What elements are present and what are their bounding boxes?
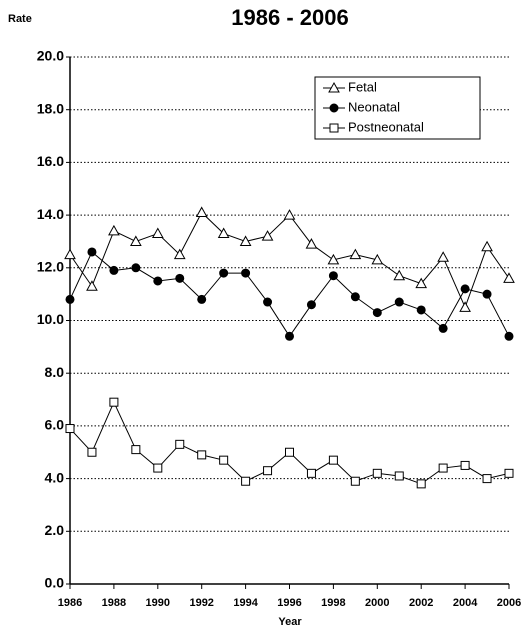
marker	[415, 277, 428, 289]
x-tick-label: 2000	[365, 597, 389, 609]
x-tick-label: 1986	[58, 597, 82, 609]
marker	[219, 455, 229, 465]
marker	[87, 247, 97, 257]
marker	[64, 248, 76, 260]
marker	[65, 294, 75, 304]
marker	[438, 323, 448, 333]
marker	[372, 308, 382, 318]
marker	[482, 474, 492, 484]
marker	[350, 292, 360, 302]
marker	[372, 468, 382, 478]
y-axis-label: Rate	[8, 13, 32, 25]
marker	[306, 300, 316, 310]
y-tick-label: 2.0	[45, 522, 65, 538]
y-tick-label: 16.0	[37, 153, 64, 169]
marker	[459, 301, 471, 312]
marker	[482, 289, 492, 299]
marker	[504, 468, 514, 478]
marker	[130, 235, 142, 246]
marker	[131, 263, 141, 273]
marker	[87, 447, 97, 457]
marker	[283, 209, 296, 220]
marker	[394, 297, 404, 307]
x-tick-label: 2004	[453, 597, 478, 609]
x-tick-label: 1996	[277, 597, 301, 609]
marker	[263, 297, 273, 307]
legend-label: Postneonatal	[348, 119, 424, 134]
chart-title: 1986 - 2006	[231, 5, 348, 30]
marker	[416, 305, 426, 315]
marker	[349, 248, 362, 260]
marker	[306, 468, 316, 478]
marker	[393, 269, 406, 281]
marker	[285, 331, 294, 341]
y-tick-label: 20.0	[37, 48, 64, 64]
y-tick-label: 14.0	[37, 206, 64, 222]
marker	[460, 284, 470, 294]
y-tick-label: 18.0	[37, 100, 64, 116]
x-tick-label: 1994	[233, 597, 258, 609]
marker	[261, 230, 274, 241]
marker	[263, 466, 273, 476]
marker	[460, 460, 470, 470]
marker	[327, 253, 340, 265]
marker	[109, 265, 119, 275]
marker	[217, 227, 230, 239]
y-tick-label: 12.0	[37, 259, 64, 275]
x-tick-label: 1988	[102, 597, 126, 609]
marker	[241, 476, 251, 486]
marker	[153, 276, 163, 286]
y-tick-label: 6.0	[45, 417, 65, 433]
x-tick-label: 1998	[321, 597, 345, 609]
y-tick-label: 0.0	[45, 575, 65, 591]
x-tick-label: 2002	[409, 597, 433, 609]
marker	[219, 268, 229, 278]
marker	[371, 253, 384, 265]
marker	[305, 238, 318, 249]
x-tick-label: 1992	[189, 597, 213, 609]
y-tick-label: 4.0	[45, 469, 65, 485]
marker	[329, 123, 339, 133]
marker	[86, 280, 98, 291]
marker	[328, 271, 338, 281]
marker	[437, 251, 449, 262]
marker	[197, 450, 207, 460]
x-tick-label: 1990	[146, 597, 170, 609]
marker	[175, 439, 185, 449]
marker	[394, 471, 404, 481]
x-tick-label: 2006	[497, 597, 521, 609]
legend-label: Neonatal	[348, 99, 400, 114]
legend: Fetal Neonatal Postneonatal	[314, 76, 481, 140]
marker	[65, 424, 75, 434]
marker	[175, 273, 185, 283]
legend-box	[314, 76, 481, 140]
marker	[328, 81, 340, 93]
marker	[438, 463, 448, 473]
marker	[350, 476, 360, 486]
marker	[328, 455, 338, 465]
marker	[108, 224, 120, 236]
marker	[195, 206, 208, 217]
marker	[153, 463, 163, 473]
x-axis-label: Year	[278, 616, 302, 628]
marker	[504, 331, 514, 341]
marker	[241, 268, 251, 278]
marker	[151, 227, 164, 239]
y-tick-label: 10.0	[37, 311, 64, 327]
marker	[109, 397, 119, 407]
marker	[481, 240, 493, 252]
marker	[329, 103, 339, 113]
marker	[131, 445, 141, 455]
marker	[285, 447, 294, 457]
y-tick-label: 8.0	[45, 364, 65, 380]
marker	[503, 272, 515, 283]
legend-label: Fetal	[348, 79, 377, 94]
marker	[416, 479, 426, 489]
marker	[239, 235, 252, 246]
marker	[173, 248, 186, 260]
marker	[197, 294, 207, 304]
